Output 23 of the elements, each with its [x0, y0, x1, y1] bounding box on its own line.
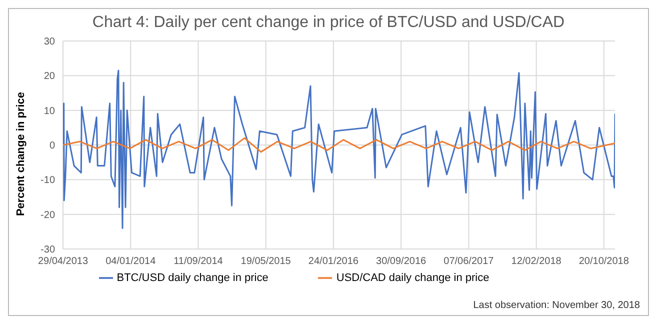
y-tick-label: 30: [44, 36, 56, 48]
y-tick-label: -10: [40, 175, 56, 186]
chart-title: Chart 4: Daily per cent change in price of BTC/USD and USD/CAD: [91, 14, 566, 32]
y-tick-label: 10: [44, 106, 56, 117]
x-tick-label: 29/04/2013: [38, 256, 88, 268]
x-tick-label: 30/09/2016: [376, 256, 427, 268]
x-tick-label: 24/01/2016: [308, 256, 359, 268]
x-tick-label: 20/10/2018: [578, 256, 630, 268]
y-tick-label: -30: [40, 244, 56, 256]
legend-label: BTC/USD daily change in price: [116, 272, 268, 284]
x-tick-label: 11/09/2014: [174, 256, 224, 268]
x-tick-label: 12/02/2018: [511, 256, 562, 268]
legend-label: USD/CAD daily change in price: [336, 272, 490, 284]
y-axis-title: Percent change in price: [15, 92, 28, 216]
line-series: [63, 137, 615, 153]
text: Last observation: November 30, 2018: [473, 300, 640, 311]
y-tick-label: 0: [49, 140, 56, 152]
x-tick-label: 19/05/2015: [240, 256, 292, 268]
line-series: [63, 70, 615, 229]
x-tick-label: 07/06/2017: [444, 256, 494, 268]
y-tick-label: -20: [40, 210, 56, 221]
y-tick-label: 20: [44, 71, 56, 82]
x-tick-label: 04/01/2014: [106, 256, 156, 268]
